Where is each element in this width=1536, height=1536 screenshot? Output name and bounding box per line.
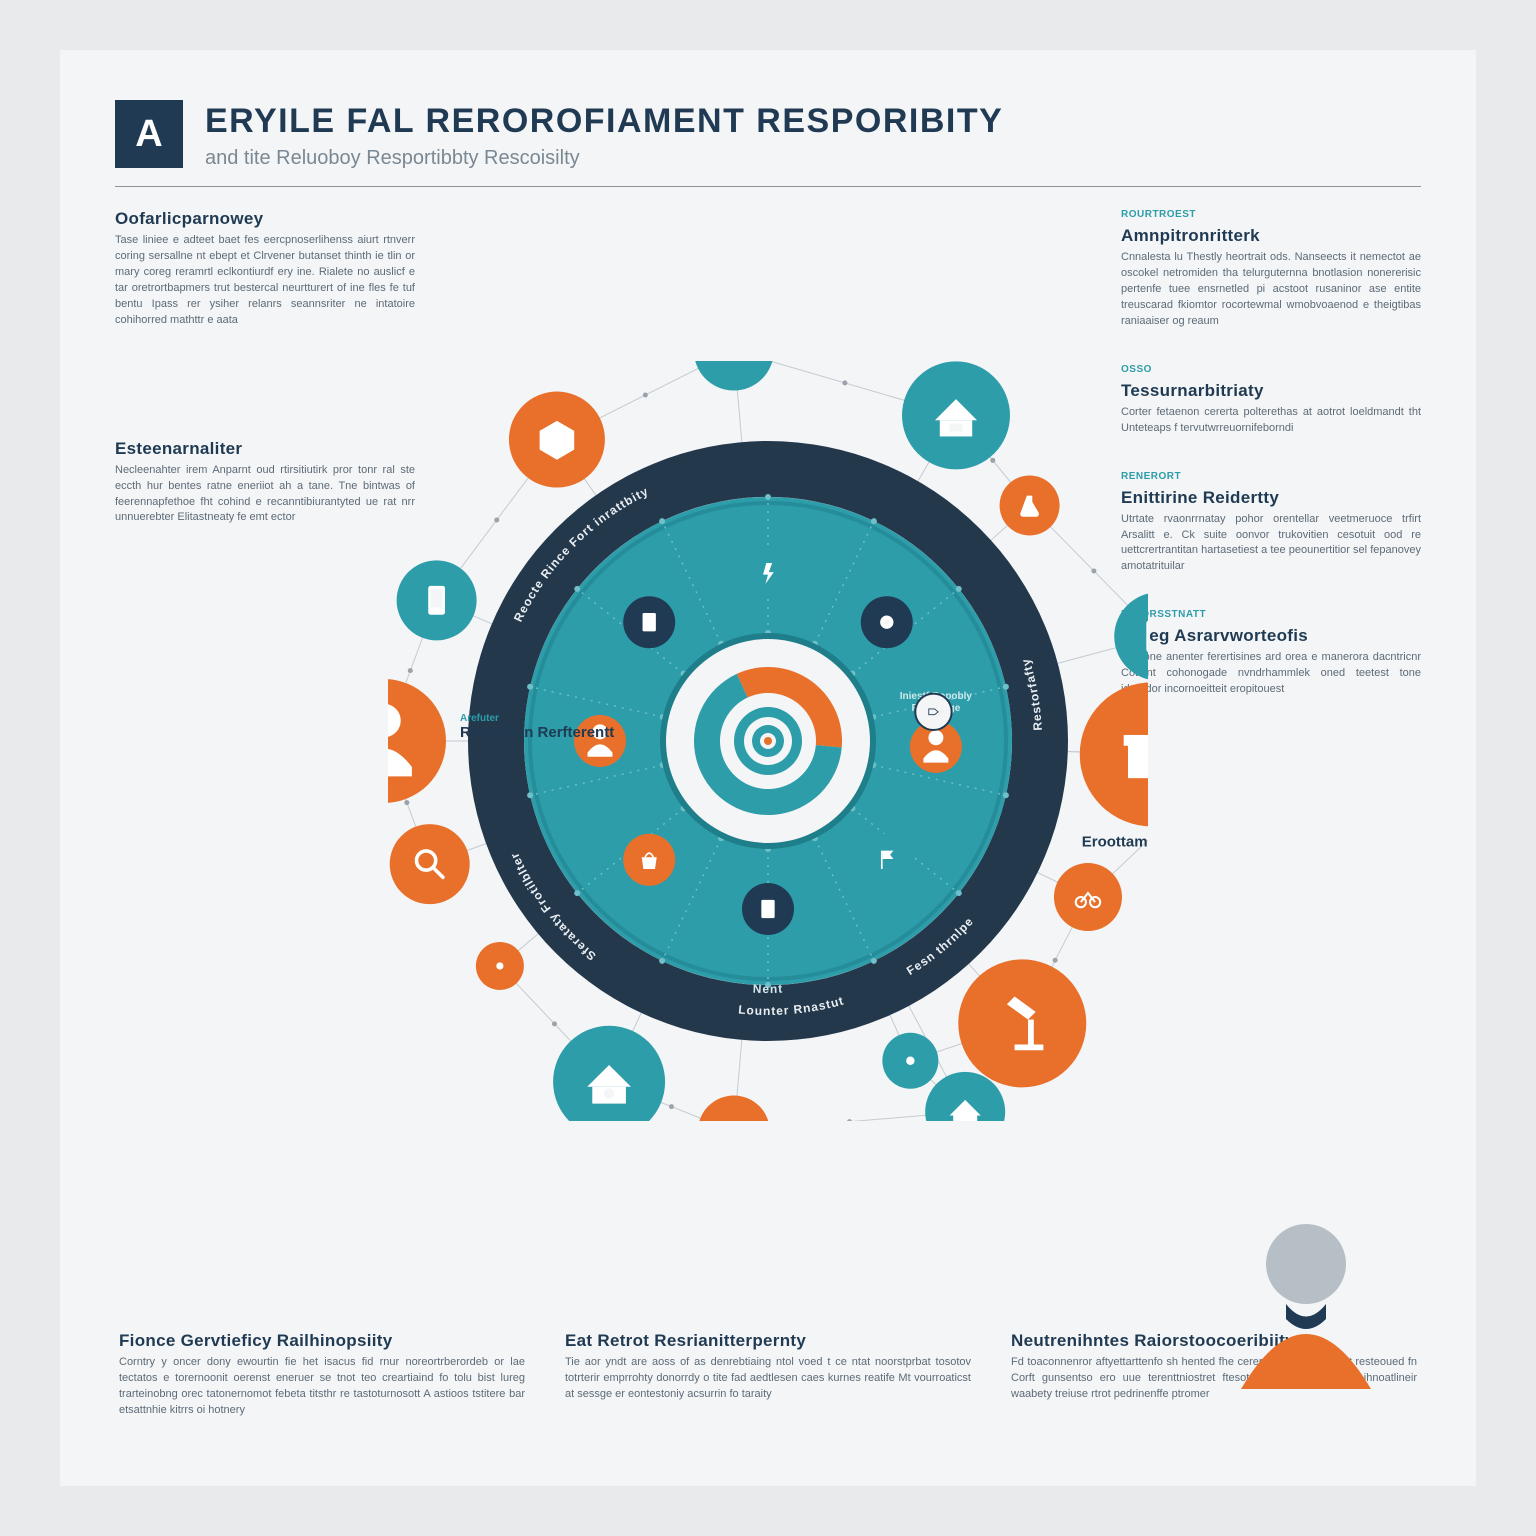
blurb-title: Enittirine Reidertty	[1121, 488, 1421, 508]
text-blurb: Esteenarnaliter Necleenahter irem Anparnt…	[115, 439, 415, 527]
blurb-kicker: Ettorsstnatt	[1121, 609, 1421, 620]
radial-svg: Sferataty FrotilblterReocte Rince Fort i…	[388, 361, 1148, 1121]
text-blurb: Fionce Gervtieficy Railhinopsiity Corntry…	[119, 1331, 525, 1419]
blurb-body: Necleenahter irem Anparnt oud rtirsitiut…	[115, 463, 415, 527]
header-titles: ERYILE FAL REROROFIAMENT RESPORIBITY and…	[205, 100, 1421, 170]
blurb-title: Rineg Asrarvworteofis	[1121, 626, 1421, 646]
page: A ERYILE FAL REROROFIAMENT RESPORIBITY a…	[60, 50, 1476, 1486]
text-blurb: Osso Tessurnarbitriaty Corter fetaenon cer…	[1121, 364, 1421, 437]
page-title: ERYILE FAL REROROFIAMENT RESPORIBITY	[205, 102, 1421, 141]
svg-text:Eroottam Reererthe: Eroottam Reererthe	[1082, 834, 1148, 851]
blurb-title: Eat Retrot Resrianitterpernty	[565, 1331, 971, 1351]
text-blurb: Oofarlicparnowey Tase liniee e adteet bae…	[115, 209, 415, 329]
blurb-kicker: Renerort	[1121, 471, 1421, 482]
blurb-body: Tie aor yndt are aoss of as denrebtiaing…	[565, 1355, 971, 1403]
text-blurb: Eat Retrot Resrianitterpernty Tie aor ynd…	[565, 1331, 971, 1419]
persona-icon	[1231, 1209, 1381, 1389]
blurb-body: Corter fetaenon cererta polterethas at a…	[1121, 405, 1421, 437]
svg-text:Arefuter: Arefuter	[460, 713, 499, 724]
header-rule	[115, 186, 1421, 187]
blurb-title: Oofarlicparnowey	[115, 209, 415, 229]
left-column: Oofarlicparnowey Tase liniee e adteet bae…	[115, 209, 415, 1419]
text-blurb: Ettorsstnatt Rineg Asrarvworteofis Aaotone…	[1121, 609, 1421, 698]
svg-text:Rexruman Rerfterentt: Rexruman Rerfterentt	[460, 724, 614, 741]
blurb-kicker: Osso	[1121, 364, 1421, 375]
header-badge: A	[115, 100, 183, 168]
blurb-title: Esteenarnaliter	[115, 439, 415, 459]
blurb-body: Utrtate rvaonrrnatay pohor orentellar ve…	[1121, 512, 1421, 576]
center-column: Sferataty FrotilblterReocte Rince Fort i…	[415, 209, 1121, 1419]
page-subtitle: and tite Reluoboy Resportibbty Rescoisil…	[205, 147, 1421, 170]
blurb-body: Tase liniee e adteet baet fes eercpnoser…	[115, 233, 415, 329]
blurb-title: Fionce Gervtieficy Railhinopsiity	[119, 1331, 525, 1351]
text-blurb: Rourtroest Amnpitronritterk Cnnalesta lu T…	[1121, 209, 1421, 330]
blurb-body: Corntry y oncer dony ewourtin fie het is…	[119, 1355, 525, 1419]
blurb-body: Aaotone anenter ferertisines ard orea e …	[1121, 650, 1421, 698]
columns: Oofarlicparnowey Tase liniee e adteet bae…	[115, 209, 1421, 1419]
blurb-kicker: Rourtroest	[1121, 209, 1421, 220]
blurb-title: Tessurnarbitriaty	[1121, 381, 1421, 401]
header: A ERYILE FAL REROROFIAMENT RESPORIBITY a…	[115, 100, 1421, 170]
blurb-title: Amnpitronritterk	[1121, 226, 1421, 246]
radial-diagram: Sferataty FrotilblterReocte Rince Fort i…	[388, 361, 1148, 1121]
blurb-body: Cnnalesta lu Thestly heortrait ods. Nans…	[1121, 250, 1421, 330]
bottom-row: Fionce Gervtieficy Railhinopsiity Corntry…	[115, 1331, 1421, 1419]
svg-text:Nent: Nent	[753, 982, 784, 996]
text-blurb: Renerort Enittirine Reidertty Utrtate rvao…	[1121, 471, 1421, 576]
